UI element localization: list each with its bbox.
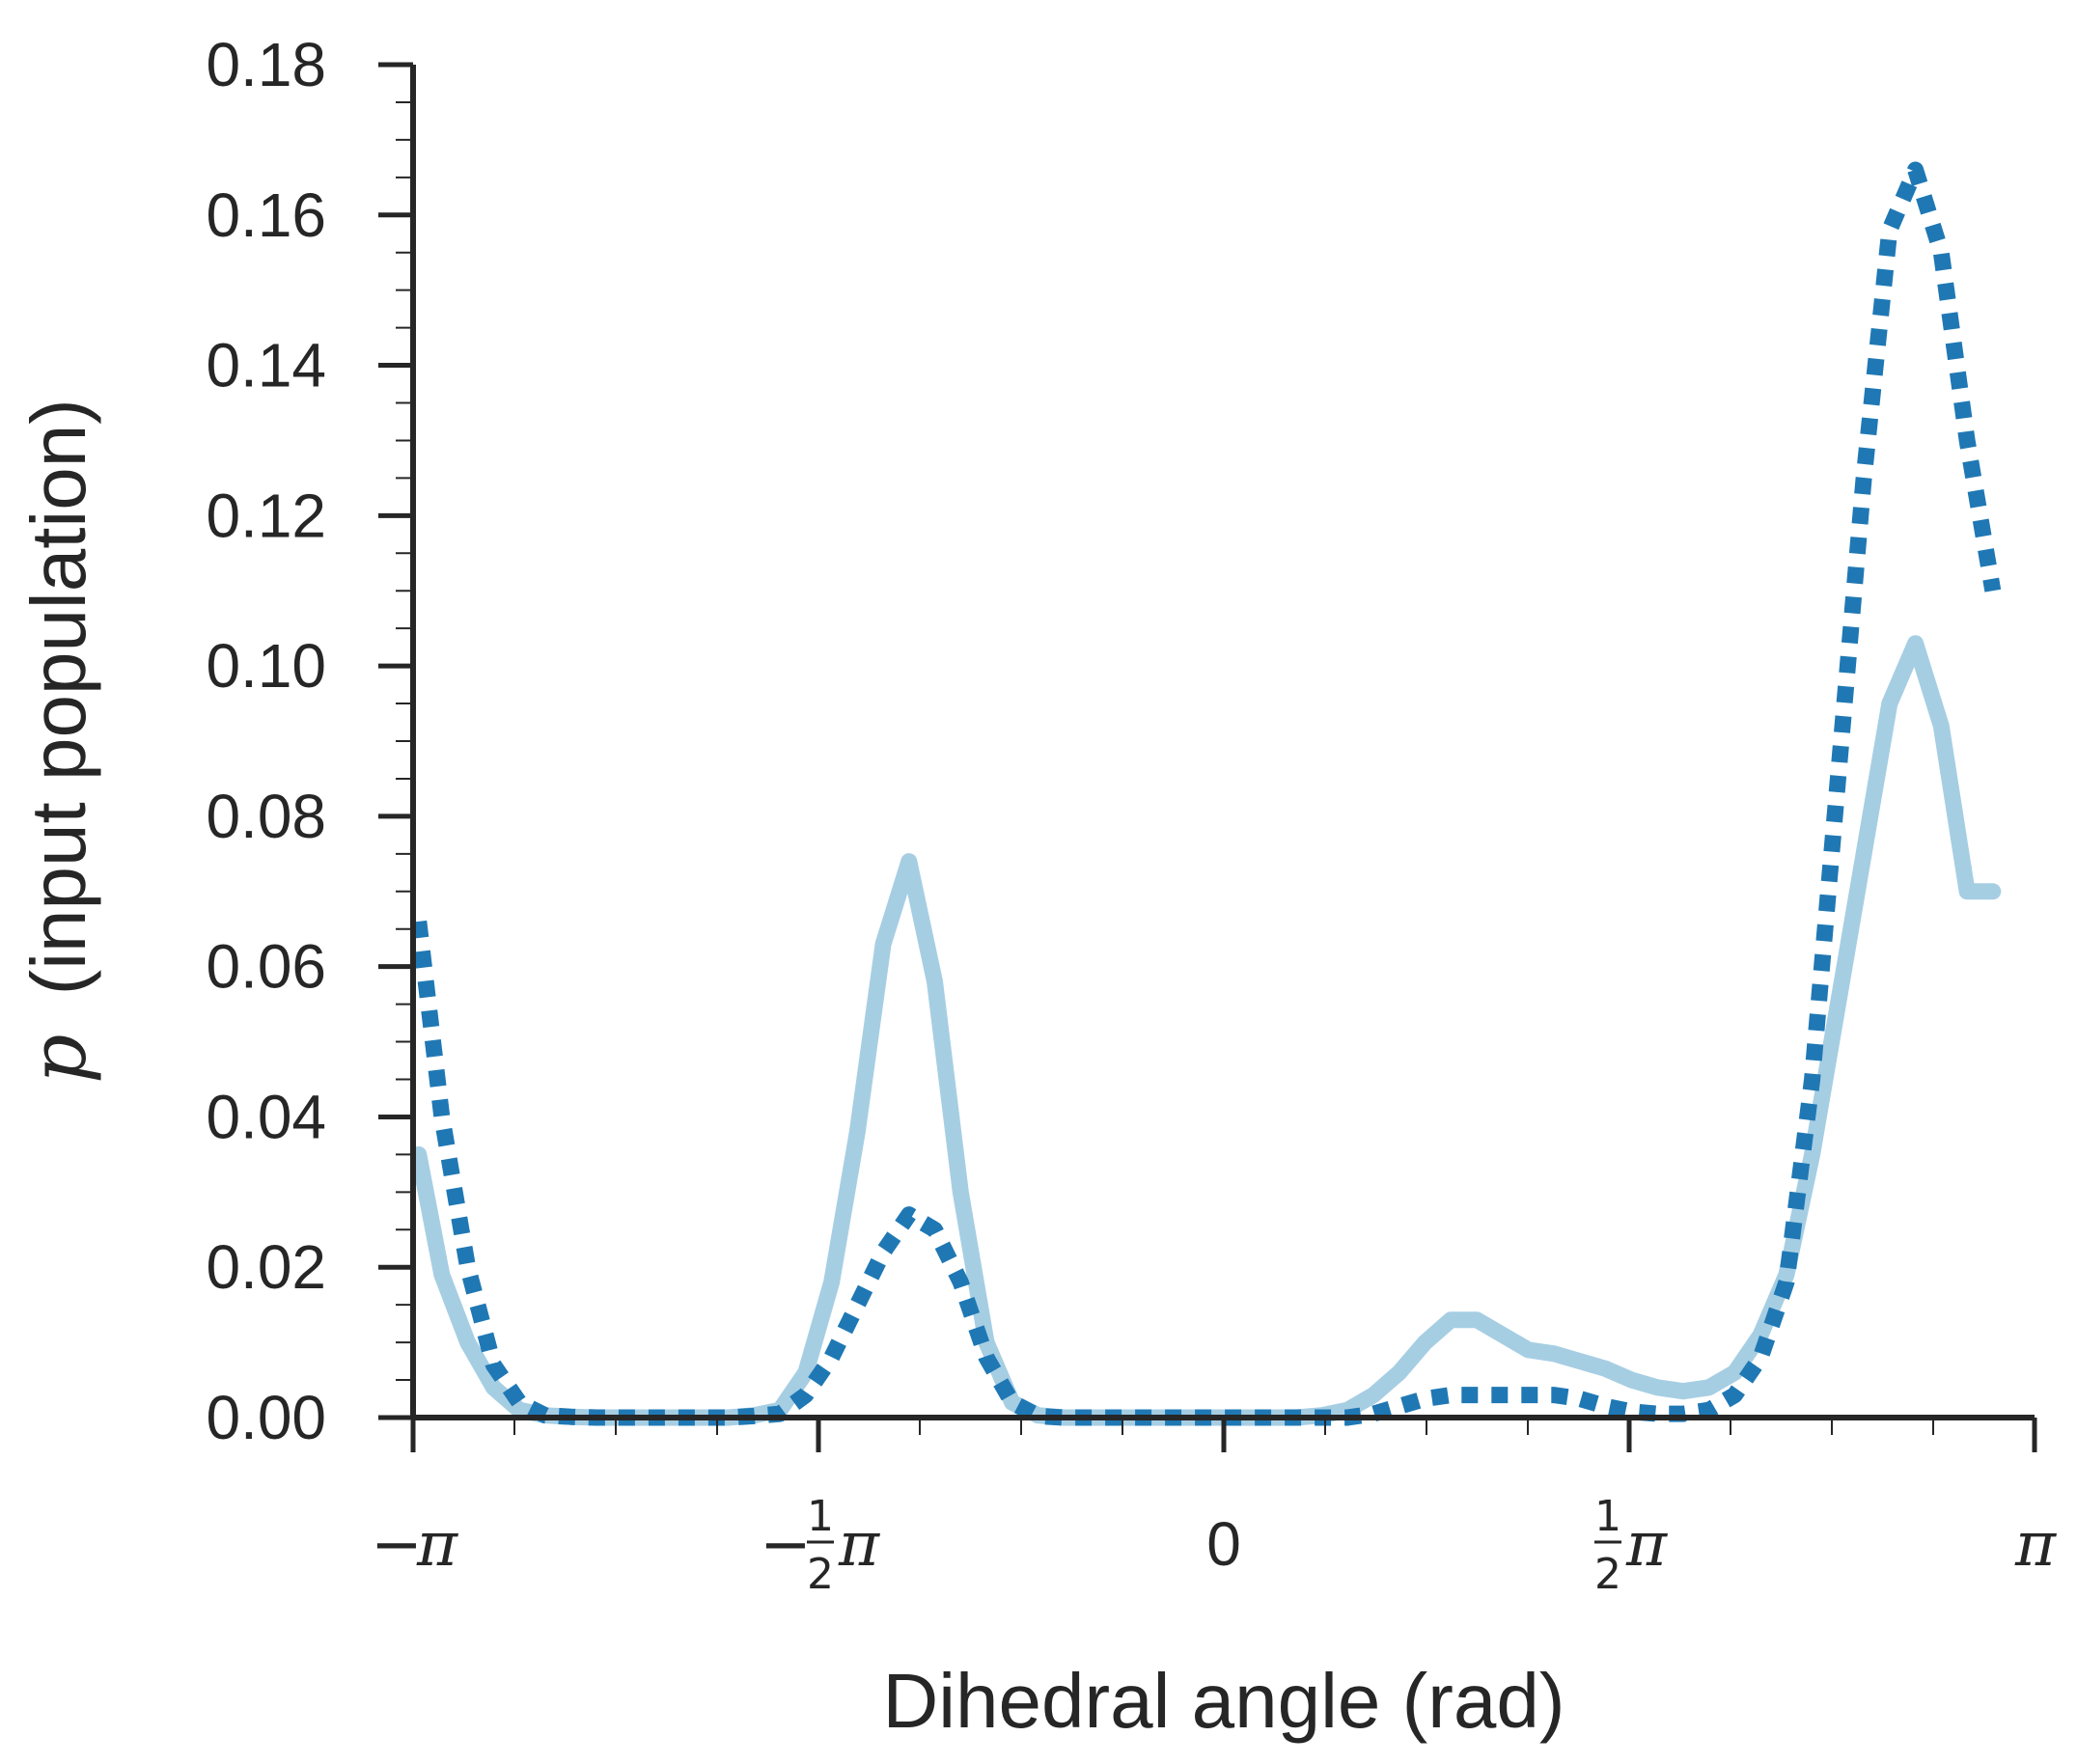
y-tick-label: 0.08 — [206, 782, 326, 851]
y-axis-title-symbol: p — [14, 1034, 103, 1084]
y-tick-label: 0.02 — [206, 1232, 326, 1302]
x-tick-frac-numerator: 1 — [1594, 1492, 1621, 1541]
y-tick-label: 0.00 — [206, 1383, 326, 1452]
x-tick-sign: − — [371, 1509, 423, 1581]
x-tick-symbol: π — [416, 1509, 458, 1581]
x-tick-label-text: 0 — [1206, 1509, 1241, 1579]
x-tick-symbol: π — [838, 1509, 880, 1581]
y-ticks: 0.00 0.02 0.04 0.06 0.08 0.10 0.12 0.14 0.16 0.18 — [206, 30, 413, 1452]
x-tick-label: 0 — [1206, 1509, 1241, 1579]
x-axis-title: Dihedral angle (rad) — [882, 1658, 1565, 1744]
y-axis-title: p (input population) — [14, 399, 103, 1084]
y-axis-title-text: (input population) — [15, 399, 101, 995]
x-tick-frac-denominator: 2 — [1594, 1550, 1621, 1599]
x-tick-frac-numerator: 1 — [807, 1492, 834, 1541]
x-tick-label: π — [2014, 1509, 2057, 1581]
x-ticks: −π −12 π 0 12 π π — [371, 1418, 2057, 1599]
y-tick-label: 0.16 — [206, 180, 326, 250]
x-tick-frac-denominator: 2 — [807, 1550, 834, 1599]
x-tick-label: −π — [371, 1509, 458, 1581]
x-tick-symbol: π — [1625, 1509, 1668, 1581]
x-tick-label: 1 2 π — [1594, 1492, 1668, 1599]
y-tick-label: 0.10 — [206, 631, 326, 701]
x-tick-sign: − — [760, 1509, 812, 1581]
y-tick-label: 0.04 — [206, 1082, 326, 1151]
y-tick-label: 0.18 — [206, 30, 326, 99]
x-tick-label: −1 2 π — [760, 1492, 880, 1599]
y-tick-label: 0.12 — [206, 481, 326, 550]
y-tick-label: 0.06 — [206, 932, 326, 1002]
y-tick-label: 0.14 — [206, 331, 326, 400]
x-tick-symbol: π — [2014, 1509, 2057, 1581]
